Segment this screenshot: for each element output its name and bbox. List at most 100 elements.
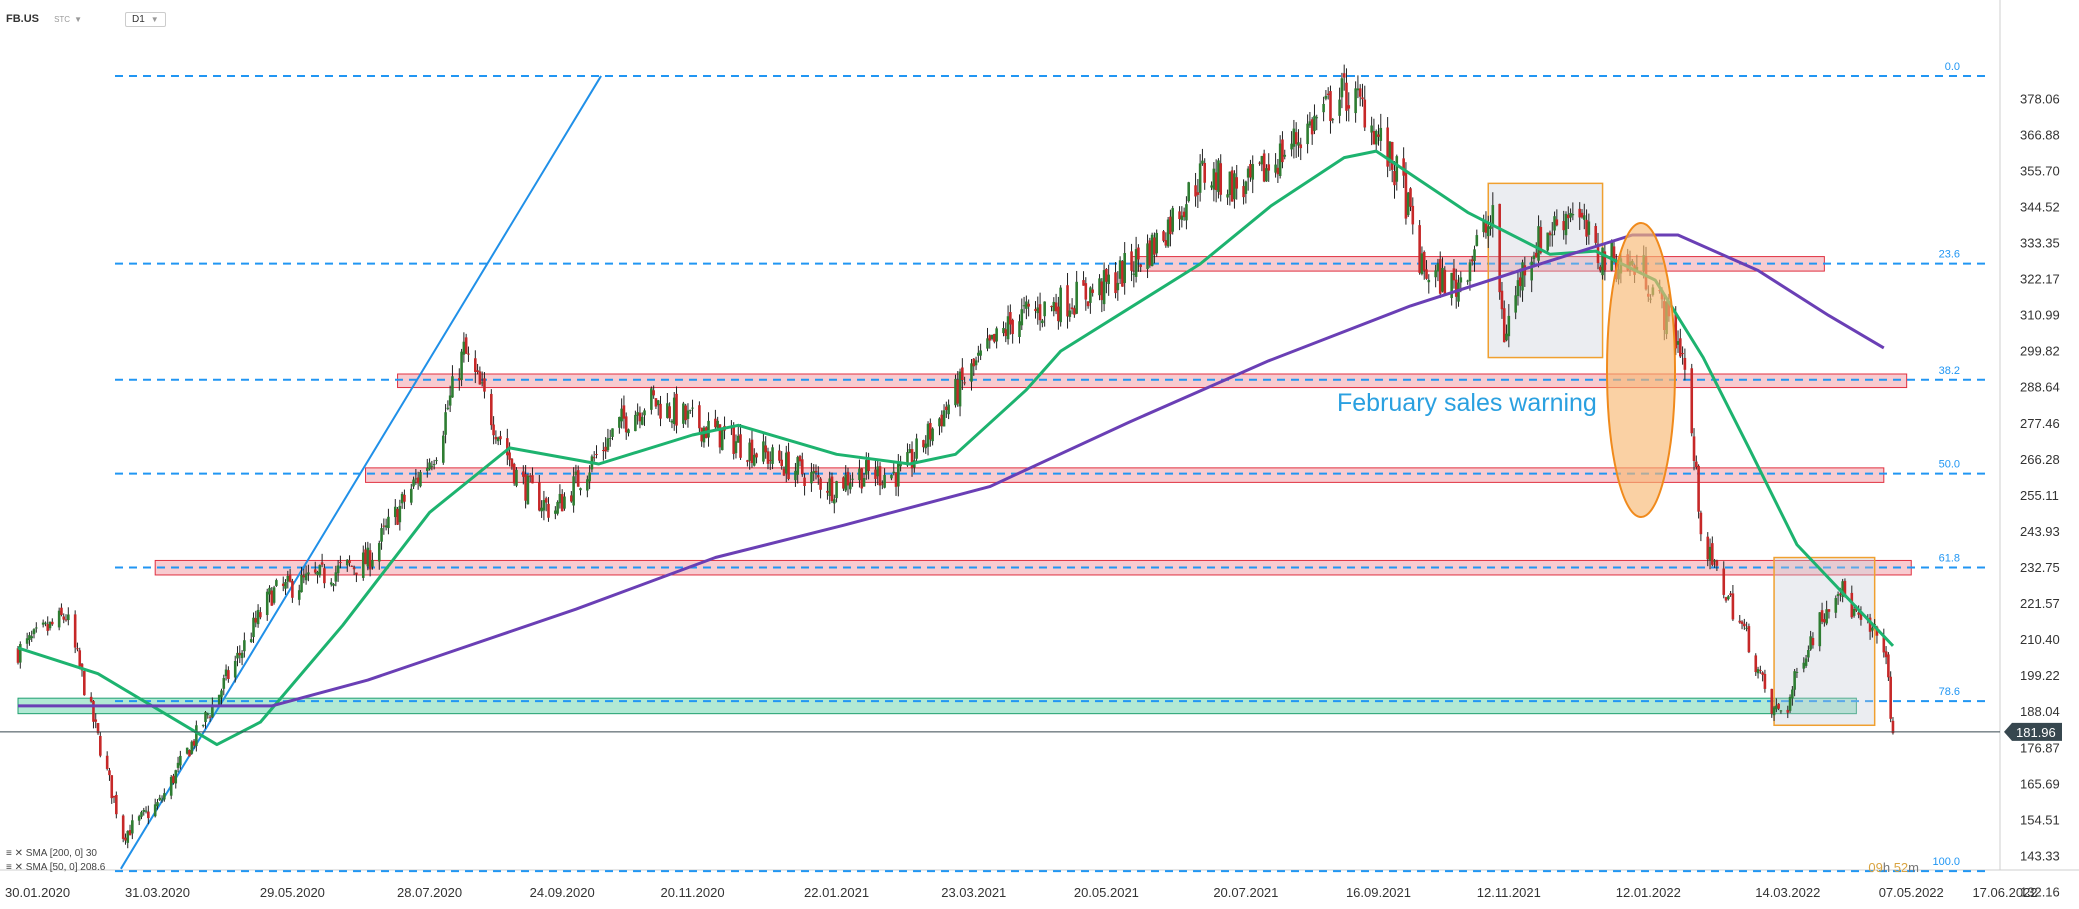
candle-body [297, 590, 301, 600]
candle-body [28, 635, 31, 641]
candle-body [858, 468, 861, 481]
candle-body [1244, 181, 1248, 194]
candle-body [771, 447, 774, 464]
candle-body [1388, 141, 1392, 163]
candle-body [1171, 208, 1175, 232]
candle-body [1807, 650, 1810, 658]
candle-body [1809, 636, 1812, 650]
candle-body [137, 816, 141, 821]
candle-body [1162, 231, 1165, 241]
chart-header: FB.US STC ▼ [6, 13, 85, 25]
chevron-down-icon[interactable]: ▼ [74, 15, 82, 24]
candle-body [112, 795, 116, 798]
candle-body [1043, 301, 1046, 317]
candle-body [195, 725, 198, 747]
candle-body [970, 363, 973, 382]
candle-body [1553, 216, 1556, 231]
candle-body [1505, 333, 1508, 341]
candle-body [716, 420, 719, 429]
candle-body [1201, 160, 1204, 164]
candle-body [958, 371, 962, 407]
candle-body [1057, 306, 1060, 322]
x-tick-label: 20.11.2020 [660, 885, 724, 900]
candle-body [1582, 215, 1586, 220]
candle-body [929, 422, 932, 440]
candle-body [1722, 568, 1726, 595]
candle-body [1374, 130, 1378, 145]
candle-body [1715, 560, 1719, 566]
remove-icon[interactable]: ✕ [14, 862, 24, 873]
candle-body [1233, 173, 1236, 200]
candle-body [672, 397, 676, 424]
candle-body [1326, 93, 1330, 95]
candle-body [682, 403, 685, 424]
candle-body [972, 358, 976, 367]
candle-body [638, 412, 642, 422]
candle-body [1041, 320, 1044, 324]
sma200-line [18, 233, 1885, 708]
legend-sma50[interactable]: ≡ ✕ SMA [50, 0] 208.6 [6, 862, 105, 873]
candle-body [1011, 319, 1014, 335]
candle-body [1756, 669, 1760, 674]
candle-body [233, 660, 237, 678]
candle-body [906, 452, 909, 466]
candle-body [1354, 88, 1357, 114]
remove-icon[interactable]: ✕ [14, 848, 24, 859]
symbol-label[interactable]: FB.US [6, 13, 39, 25]
candle-body [974, 360, 978, 366]
x-tick-label: 23.03.2021 [941, 885, 1006, 900]
candle-body [1569, 212, 1572, 218]
candle-body [318, 565, 322, 576]
candle-body [416, 477, 420, 484]
candle-body [460, 351, 463, 380]
candle-body [1804, 658, 1808, 666]
candle-body [1180, 215, 1184, 221]
candle-body [892, 471, 896, 474]
candle-body [1310, 119, 1314, 135]
candle-body [1073, 308, 1076, 315]
candle-body [1002, 327, 1005, 334]
candle-body [1850, 592, 1854, 618]
legend-menu-icon[interactable]: ≡ [6, 848, 12, 859]
candle-body [336, 565, 340, 574]
candle-body [1779, 710, 1783, 712]
candle-body [428, 462, 431, 470]
candle-body [1050, 306, 1053, 308]
legend-sma200[interactable]: ≡ ✕ SMA [200, 0] 30 [6, 848, 97, 859]
candle-body [1868, 617, 1872, 632]
candle-body [1793, 671, 1796, 690]
candle-body [865, 460, 868, 475]
candle-body [1775, 705, 1778, 710]
candle-body [1729, 593, 1732, 596]
candle-body [1370, 125, 1373, 133]
y-tick-label: 277.46 [2020, 416, 2060, 431]
candle-body [835, 481, 838, 499]
candle-body [1738, 620, 1742, 623]
candle-body [190, 741, 194, 754]
candle-body [686, 410, 690, 419]
candle-body [1521, 262, 1524, 291]
legend-menu-icon[interactable]: ≡ [6, 862, 12, 873]
candle-body [1489, 226, 1492, 229]
candle-body [384, 525, 388, 528]
candle-body [851, 478, 854, 480]
candle-body [1532, 255, 1536, 260]
candle-body [986, 338, 989, 349]
timeframe-select[interactable]: D1 ▼ [125, 12, 166, 27]
candle-body [547, 503, 550, 518]
candle-body [506, 438, 509, 456]
candle-body [1100, 281, 1104, 301]
candle-body [602, 450, 605, 452]
x-tick-label: 17.06.2022 [1972, 885, 2037, 900]
candle-body [1692, 436, 1696, 461]
candle-body [844, 474, 848, 491]
candle-body [1827, 609, 1831, 612]
candle-body [922, 440, 925, 448]
candle-body [1358, 88, 1362, 97]
y-tick-label: 255.11 [2020, 488, 2059, 503]
candle-body [1724, 597, 1728, 601]
candle-body [355, 572, 358, 575]
candle-body [57, 610, 61, 628]
candle-body [652, 390, 655, 396]
